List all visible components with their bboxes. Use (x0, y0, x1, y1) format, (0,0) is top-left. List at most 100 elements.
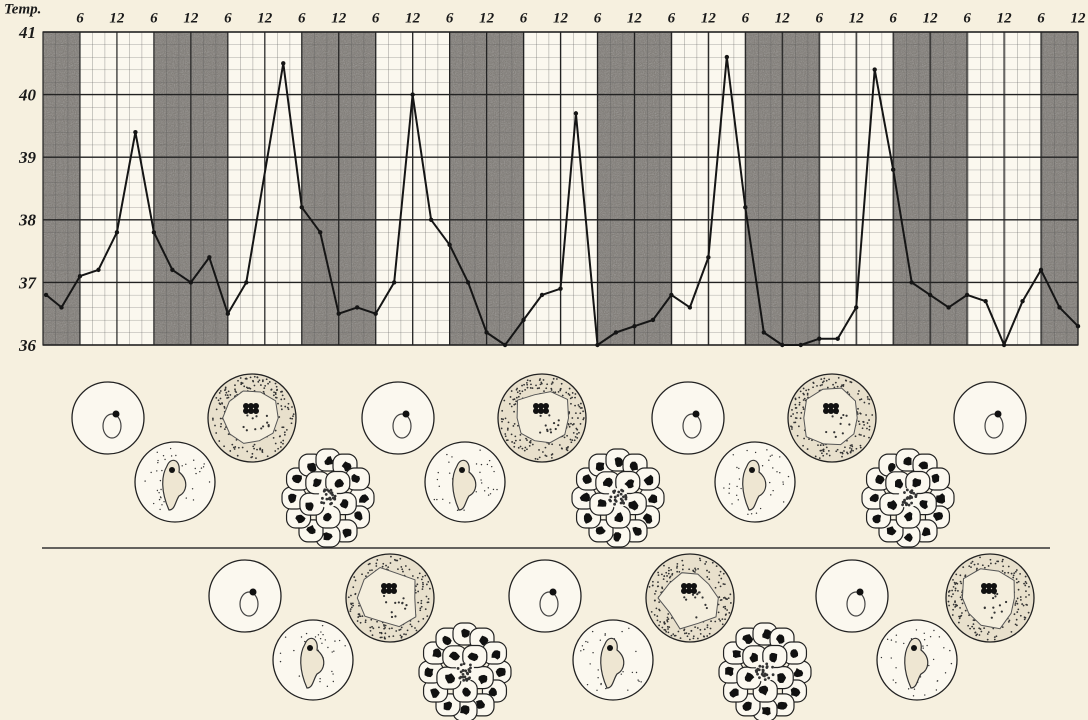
data-point (1057, 305, 1062, 310)
stipple-dot (515, 396, 518, 399)
stipple-dot (353, 576, 356, 578)
stipple-dot (344, 645, 346, 647)
stipple-dot (986, 638, 989, 641)
data-point (890, 167, 896, 172)
stipple-dot (369, 629, 372, 632)
stipple-dot (395, 559, 397, 562)
stipple-dot (479, 471, 481, 474)
stipple-dot (256, 448, 258, 451)
stipple-dot (729, 593, 732, 596)
amoeboid-cell (424, 441, 506, 523)
stipple-dot (825, 379, 828, 382)
stipple-dot (521, 390, 524, 393)
stipple-dot (624, 493, 628, 497)
pigment (243, 403, 249, 409)
stipple-dot (895, 634, 898, 636)
stipple-dot (793, 421, 795, 424)
stipple-dot (724, 607, 727, 610)
stipple-dot (266, 421, 269, 424)
stipple-dot (569, 438, 572, 441)
stipple-dot (550, 383, 553, 385)
stipple-dot (620, 673, 623, 675)
stipple-dot (526, 379, 529, 382)
stipple-dot (622, 501, 626, 505)
stipple-dot (185, 497, 187, 499)
stipple-dot (692, 569, 695, 572)
stipple-dot (802, 392, 805, 395)
stipple-dot (699, 628, 702, 631)
chromatin (402, 410, 410, 418)
stipple-dot (863, 423, 866, 426)
stipple-dot (427, 601, 430, 604)
stipple-dot (512, 425, 515, 427)
stipple-dot (825, 446, 828, 449)
stipple-dot (1001, 560, 1004, 563)
stipple-dot (509, 396, 512, 398)
stipple-dot (579, 423, 582, 425)
growing-stage-cell (787, 373, 877, 463)
stipple-dot (409, 623, 412, 626)
stipple-dot (261, 380, 264, 383)
stipple-dot (929, 636, 932, 638)
stipple-dot (676, 563, 679, 565)
stipple-dot (275, 396, 278, 399)
stipple-dot (694, 596, 697, 599)
stipple-dot (214, 424, 216, 427)
stipple-dot (849, 380, 852, 383)
stipple-dot (728, 611, 731, 614)
stipple-dot (961, 602, 964, 605)
stipple-dot (327, 646, 329, 649)
stipple-dot (892, 679, 894, 681)
merozoite-nucleus (432, 648, 442, 658)
stipple-dot (812, 386, 814, 389)
stipple-dot (265, 378, 268, 381)
stipple-dot (250, 456, 253, 459)
data-point (817, 336, 822, 341)
stipple-dot (993, 611, 996, 614)
data-point (706, 255, 711, 260)
stipple-dot (411, 575, 414, 577)
stipple-dot (683, 632, 686, 635)
stipple-dot (504, 417, 507, 420)
stipple-dot (992, 596, 995, 600)
stipple-dot (273, 391, 275, 394)
merozoite-nucleus (478, 674, 488, 685)
chromatin (169, 467, 175, 473)
stipple-dot (510, 433, 513, 436)
stipple-dot (782, 483, 784, 485)
stipple-dot (1008, 619, 1011, 622)
merozoite-nucleus (643, 474, 654, 486)
stipple-dot (657, 581, 659, 583)
stipple-dot (1007, 571, 1010, 574)
stipple-dot (546, 429, 549, 433)
stipple-dot (397, 601, 400, 604)
data-point (1001, 342, 1007, 348)
stipple-dot (560, 382, 563, 385)
stipple-dot (1015, 569, 1018, 571)
stipple-dot (868, 402, 870, 405)
stipple-dot (277, 402, 279, 405)
stipple-dot (539, 378, 542, 380)
stipple-dot (679, 637, 682, 640)
stipple-dot (574, 435, 577, 438)
stipple-dot (566, 434, 568, 437)
stipple-dot (958, 617, 961, 620)
stipple-dot (563, 436, 566, 439)
stipple-dot (359, 621, 362, 624)
stipple-dot (657, 571, 660, 574)
stipple-dot (585, 640, 587, 643)
stipple-dot (1001, 626, 1004, 629)
stipple-dot (239, 377, 242, 379)
x-tick-label: 6 (520, 10, 528, 26)
stipple-dot (799, 417, 802, 420)
stipple-dot (990, 616, 993, 619)
stipple-dot (208, 481, 211, 483)
cell-outline (815, 559, 889, 633)
stipple-dot (488, 459, 491, 462)
stipple-dot (215, 432, 218, 434)
stipple-dot (682, 564, 684, 567)
stipple-dot (909, 490, 912, 494)
stipple-dot (507, 421, 510, 424)
merozoite-nucleus (613, 532, 622, 542)
stipple-dot (551, 381, 554, 384)
